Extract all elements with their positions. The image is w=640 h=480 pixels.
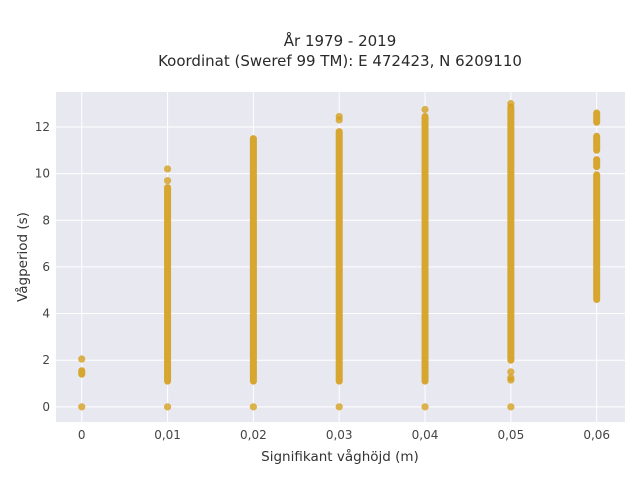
data-point-column <box>593 132 601 154</box>
x-tick-label: 0,03 <box>326 428 353 442</box>
data-point-column <box>78 367 86 378</box>
x-axis-label: Signifikant våghöjd (m) <box>261 448 419 465</box>
data-point <box>78 403 86 411</box>
y-tick-label: 8 <box>42 213 50 227</box>
data-point-column <box>421 112 429 385</box>
data-point-column <box>593 156 601 171</box>
data-point <box>78 355 86 363</box>
y-tick-label: 6 <box>42 260 50 274</box>
data-point <box>163 177 172 185</box>
chart-title-line-2: Koordinat (Sweref 99 TM): E 472423, N 62… <box>158 52 522 70</box>
data-point-column <box>507 103 515 364</box>
x-axis-ticks: 0 0,01 0,02 0,03 0,04 0,05 0,06 <box>78 428 610 442</box>
data-point <box>507 374 515 382</box>
x-tick-label: 0,04 <box>412 428 439 442</box>
x-tick-label: 0,01 <box>154 428 181 442</box>
x-tick-label: 0,06 <box>583 428 610 442</box>
data-point <box>421 403 429 411</box>
y-axis-ticks: 0 2 4 6 8 10 12 <box>35 120 50 414</box>
data-point-column <box>164 184 172 385</box>
y-tick-label: 12 <box>35 120 50 134</box>
y-tick-label: 10 <box>35 167 50 181</box>
data-point <box>421 105 429 114</box>
data-point <box>507 100 515 108</box>
data-points <box>78 100 601 411</box>
data-point <box>335 403 343 411</box>
data-point <box>163 403 172 411</box>
data-point <box>507 368 515 376</box>
data-point <box>249 403 257 411</box>
data-point <box>507 403 515 411</box>
data-point <box>335 112 343 121</box>
y-tick-label: 0 <box>42 400 50 414</box>
y-tick-label: 4 <box>42 307 50 321</box>
x-tick-label: 0 <box>78 428 86 442</box>
y-tick-label: 2 <box>42 353 50 367</box>
data-point-column <box>593 171 601 304</box>
chart-title-line-1: År 1979 - 2019 <box>284 31 397 50</box>
data-point-column <box>249 135 257 385</box>
x-tick-label: 0,02 <box>240 428 267 442</box>
x-tick-label: 0,05 <box>497 428 524 442</box>
data-point <box>163 165 172 173</box>
data-point-column <box>593 109 601 126</box>
data-point-column <box>335 128 343 385</box>
y-axis-label: Vågperiod (s) <box>14 212 31 302</box>
